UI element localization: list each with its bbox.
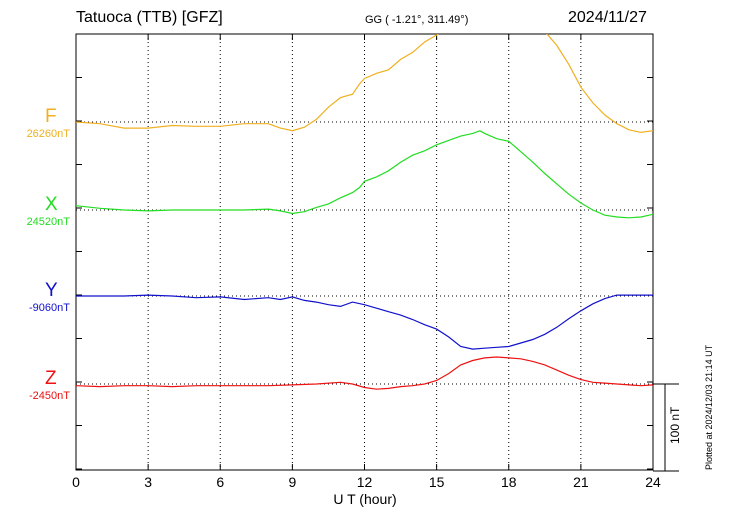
plot-date: 2024/11/27 [568, 9, 647, 26]
plotted-timestamp: Plotted at 2024/12/03 21:14 UT [704, 344, 714, 470]
x-axis-label: U T (hour) [333, 491, 397, 507]
series-line-x [76, 130, 653, 219]
x-tick-label: 0 [72, 474, 80, 490]
component-label-z: Z [45, 368, 57, 389]
baseline-value-y: -9060nT [29, 302, 70, 314]
x-tick-label: 24 [645, 474, 661, 490]
x-tick-label: 15 [428, 474, 445, 490]
component-label-x: X [45, 194, 58, 215]
station-title: Tatuoca (TTB) [GFZ] [76, 9, 223, 26]
station-coordinates: GG ( -1.21°, 311.49°) [365, 14, 469, 26]
x-tick-label: 9 [288, 474, 297, 490]
series-line-z [76, 356, 653, 390]
baseline-value-f: 26260nT [26, 128, 70, 140]
scale-bar-label: 100 nT [668, 406, 682, 444]
baseline-value-z: -2450nT [29, 390, 70, 402]
x-tick-label: 21 [573, 474, 589, 490]
series-line-y [76, 294, 653, 350]
x-tick-label: 3 [144, 474, 153, 490]
baseline-value-x: 24520nT [26, 216, 70, 228]
component-label-f: F [45, 106, 57, 127]
series-line-f [76, 34, 653, 134]
x-tick-label: 6 [216, 474, 225, 490]
component-label-y: Y [45, 280, 58, 301]
x-tick-label: 12 [356, 474, 373, 490]
x-tick-label: 18 [500, 474, 517, 490]
plot-frame [75, 33, 654, 471]
